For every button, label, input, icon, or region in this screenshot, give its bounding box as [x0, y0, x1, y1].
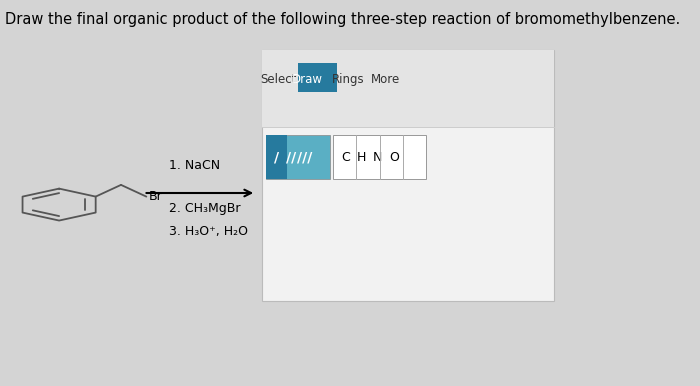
Text: O: O — [389, 151, 399, 164]
Text: //: // — [286, 150, 296, 164]
Text: Br: Br — [149, 190, 163, 203]
Text: Draw the final organic product of the following three-step reaction of bromometh: Draw the final organic product of the fo… — [4, 12, 680, 27]
Bar — [333, 135, 426, 179]
Bar — [266, 135, 287, 179]
Text: /: / — [274, 150, 279, 164]
Text: Rings: Rings — [332, 73, 364, 86]
Text: Select: Select — [260, 73, 297, 86]
Text: ///: /// — [298, 150, 313, 164]
Text: C: C — [342, 151, 350, 164]
Bar — [262, 50, 554, 127]
Text: Draw: Draw — [292, 73, 323, 86]
Bar — [298, 63, 337, 92]
Text: More: More — [371, 73, 400, 86]
Text: H: H — [357, 151, 366, 164]
Text: 3. H₃O⁺, H₂O: 3. H₃O⁺, H₂O — [169, 225, 248, 238]
Text: N: N — [372, 151, 382, 164]
Bar — [266, 135, 330, 179]
Text: 2. CH₃MgBr: 2. CH₃MgBr — [169, 202, 240, 215]
Text: 1. NaCN: 1. NaCN — [169, 159, 220, 173]
Bar — [262, 50, 554, 301]
